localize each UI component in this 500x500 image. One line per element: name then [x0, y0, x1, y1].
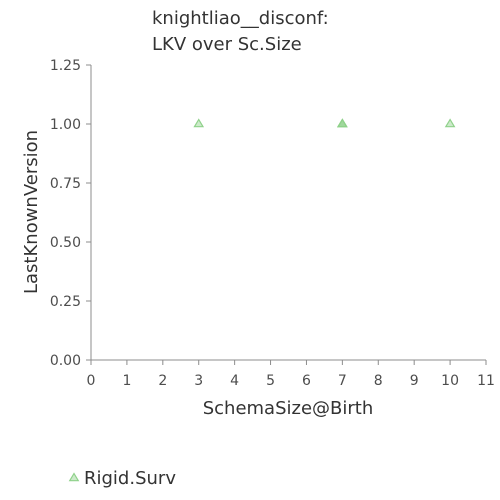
y-axis: 0.00 0.25 0.50 0.75 1.00 1.25 — [50, 58, 92, 369]
legend-marker-rigid-surv — [68, 472, 80, 482]
legend-label-rigid-surv: Rigid.Surv — [84, 468, 176, 489]
data-points — [193, 118, 456, 128]
y-tick-label: 0.50 — [50, 235, 81, 251]
y-tick-label: 1.25 — [50, 58, 81, 74]
x-tick-label: 8 — [374, 373, 383, 389]
x-tick-label: 3 — [194, 373, 203, 389]
x-tick-label: 4 — [230, 373, 239, 389]
x-axis: 0 1 2 3 4 5 6 7 8 9 10 11 — [87, 359, 495, 389]
chart-title-line-1: knightliao__disconf: — [152, 8, 329, 29]
x-tick-label: 0 — [87, 373, 96, 389]
data-point — [444, 118, 456, 128]
x-tick-label: 10 — [441, 373, 459, 389]
y-axis-title: LastKnownVersion — [21, 130, 42, 294]
y-tick-label: 1.00 — [50, 117, 81, 133]
x-axis-title: SchemaSize@Birth — [203, 398, 374, 419]
y-tick-label: 0.00 — [50, 353, 81, 369]
x-tick-label: 1 — [122, 373, 131, 389]
x-tick-label: 11 — [477, 373, 495, 389]
legend: Rigid.Surv — [68, 468, 176, 489]
data-point — [193, 118, 205, 128]
data-point — [337, 118, 348, 128]
x-tick-label: 6 — [302, 373, 311, 389]
x-tick-label: 5 — [266, 373, 275, 389]
x-tick-label: 9 — [410, 373, 419, 389]
y-tick-label: 0.25 — [50, 294, 81, 310]
x-tick-label: 2 — [158, 373, 167, 389]
y-tick-label: 0.75 — [50, 176, 81, 192]
x-tick-label: 7 — [338, 373, 347, 389]
chart-title-line-2: LKV over Sc.Size — [152, 34, 302, 55]
